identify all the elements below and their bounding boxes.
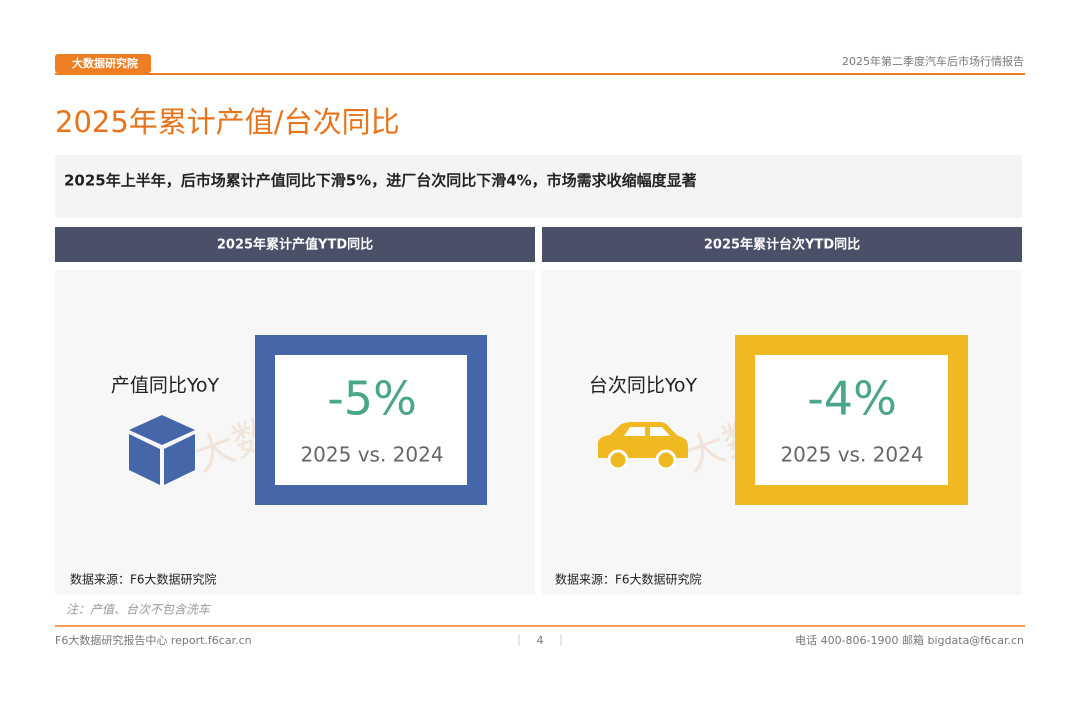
panel-header <box>542 227 1022 262</box>
kpi-period: 2025 vs. 2024 <box>300 443 443 467</box>
title: 2025年累计产值/台次同比 <box>55 105 400 139</box>
kpi-label: 产值同比YoY <box>111 375 220 397</box>
panel-header <box>55 227 535 262</box>
panel-heading: 2025年累计台次YTD同比 <box>704 237 860 253</box>
source: 数据来源：F6大数据研究院 <box>70 572 217 587</box>
footer-contact: 电话 400-806-1900 邮箱 bigdata@f6car.cn <box>795 633 1024 647</box>
summary: 2025年上半年，后市场累计产值同比下滑5%，进厂台次同比下滑4%，市场需求收缩… <box>64 172 697 190</box>
kpi-frame <box>255 335 487 505</box>
logo: 大数据研究院 <box>72 56 138 70</box>
note: 注：产值、台次不包含洗车 <box>66 603 212 617</box>
kpi-period: 2025 vs. 2024 <box>780 443 923 467</box>
kpi-frame <box>735 335 968 505</box>
logo-badge <box>55 54 151 73</box>
kpi-value: -5% <box>327 372 417 426</box>
box-icon <box>129 415 195 485</box>
car-icon <box>598 422 688 471</box>
page-number: 4 <box>537 634 544 647</box>
kpi-value: -4% <box>807 372 897 426</box>
panel-heading: 2025年累计产值YTD同比 <box>217 237 373 253</box>
summary-box <box>55 155 1022 218</box>
kpi-label: 台次同比YoY <box>589 375 698 397</box>
report-name: 2025年第二季度汽车后市场行情报告 <box>842 54 1024 68</box>
source: 数据来源：F6大数据研究院 <box>555 572 702 587</box>
footer-left: F6大数据研究报告中心 report.f6car.cn <box>55 633 252 647</box>
